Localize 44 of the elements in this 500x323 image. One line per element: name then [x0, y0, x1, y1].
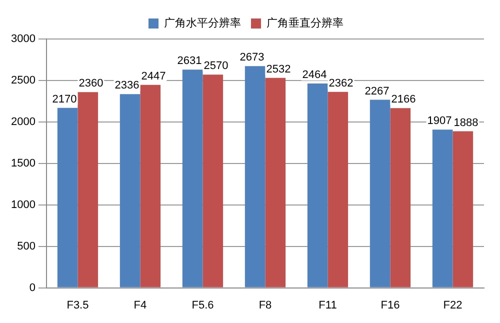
- bar: [78, 92, 98, 288]
- data-label: 2166: [391, 94, 416, 106]
- data-label: 2362: [328, 77, 354, 90]
- data-label: 2631: [177, 55, 202, 68]
- data-label: 2673: [240, 52, 264, 64]
- data-label: 2570: [204, 60, 228, 72]
- y-tick-label: 2000: [10, 116, 36, 128]
- x-tick-label: F4: [134, 299, 147, 312]
- bar: [452, 131, 474, 288]
- y-tick-label: 500: [17, 240, 36, 252]
- x-tick-label: F22: [443, 299, 462, 312]
- bar: [140, 84, 161, 288]
- bar: [120, 94, 140, 288]
- bar: [307, 83, 328, 288]
- x-tick-label: F11: [318, 299, 337, 312]
- bar: [432, 130, 453, 288]
- data-label: 2360: [78, 78, 104, 90]
- bar: [390, 108, 411, 288]
- data-label: 2532: [266, 63, 291, 76]
- bar: [202, 74, 224, 288]
- bar: [244, 66, 266, 288]
- data-label: 1907: [427, 115, 452, 128]
- legend-label: 广角水平分辨率: [164, 16, 241, 30]
- y-tick-label: 1500: [10, 157, 36, 170]
- bar: [265, 78, 286, 288]
- bar: [328, 92, 348, 288]
- x-tick-label: F5.6: [192, 299, 214, 312]
- x-tick-label: F16: [380, 299, 400, 312]
- x-tick-label: F8: [258, 299, 272, 312]
- bar: [57, 108, 78, 288]
- bar: [370, 100, 390, 288]
- data-label: 1888: [454, 116, 478, 129]
- data-label: 2267: [364, 85, 390, 98]
- y-tick-label: 1000: [10, 198, 36, 211]
- y-tick-label: 3000: [10, 33, 36, 46]
- x-tick-label: F3.5: [66, 299, 89, 312]
- legend-label: 广角垂直分辨率: [266, 16, 344, 30]
- y-tick-label: 2500: [10, 74, 36, 86]
- data-label: 2336: [114, 80, 140, 92]
- data-label: 2464: [302, 68, 327, 81]
- bar: [182, 70, 203, 288]
- data-label: 2447: [141, 70, 166, 82]
- data-label: 2170: [52, 93, 77, 106]
- y-tick-label: 0: [29, 282, 36, 294]
